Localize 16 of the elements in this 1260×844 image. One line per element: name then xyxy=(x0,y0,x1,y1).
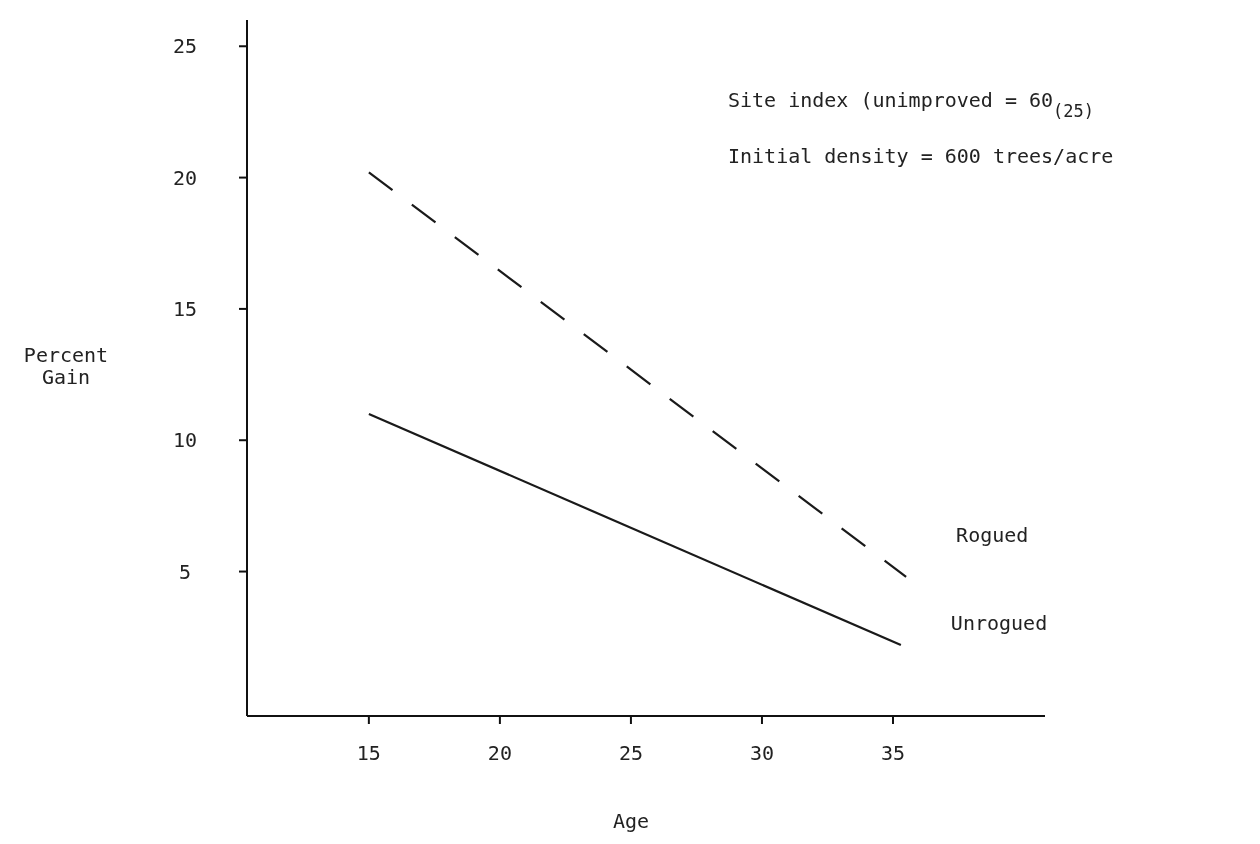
x-tick-label: 35 xyxy=(880,741,906,765)
y-tick-label: 25 xyxy=(172,34,198,59)
y-tick-label: 10 xyxy=(172,428,198,453)
y-axis-title: Percent Gain xyxy=(23,343,109,389)
x-tick-label: 20 xyxy=(487,741,512,765)
x-tick-label: 15 xyxy=(356,741,381,765)
text: Rogued xyxy=(956,522,1029,547)
x-axis-title: Age xyxy=(612,809,650,833)
text: Unrogued xyxy=(950,611,1048,636)
y-tick-label: 20 xyxy=(172,165,198,190)
y-tick-label: 5 xyxy=(178,559,192,584)
y-tick-label: 15 xyxy=(172,296,198,321)
annotation: Site index (unimproved = 60$_{(25)}$ xyxy=(728,88,1095,121)
x-tick-label: 30 xyxy=(749,741,775,765)
x-tick-label: 25 xyxy=(618,741,643,765)
annotation: Initial density = 600 trees/acre xyxy=(728,144,1114,168)
